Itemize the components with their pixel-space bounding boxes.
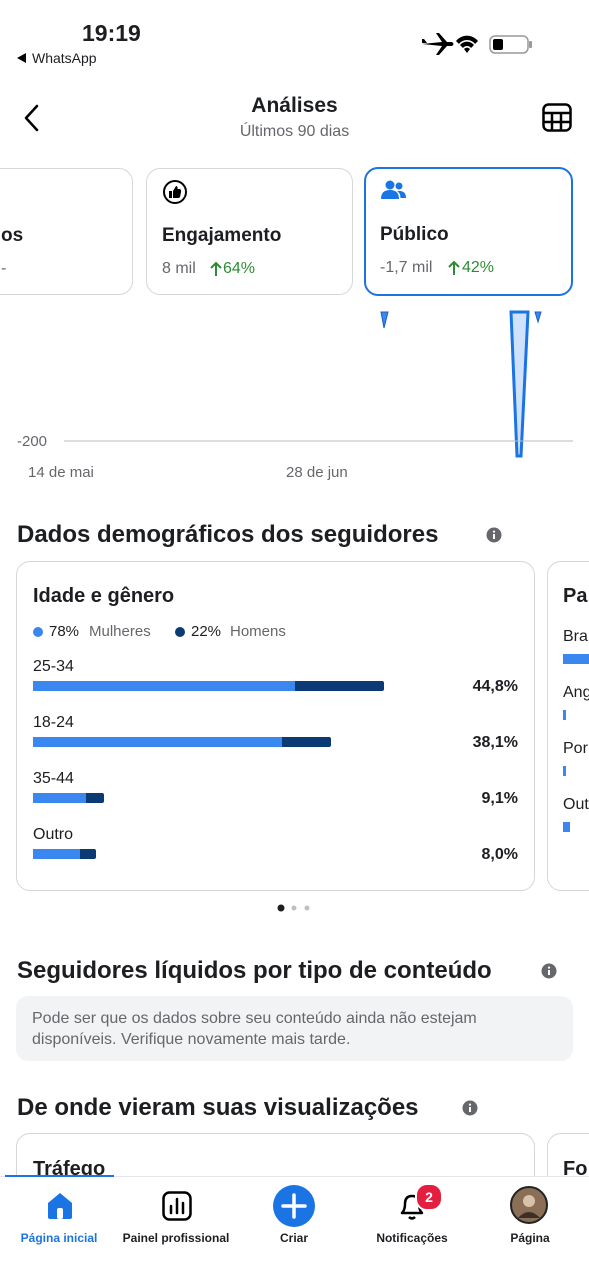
bar-women [33,681,296,691]
y-tick-label: -200 [17,433,48,450]
dashboard-icon[interactable] [162,1191,192,1221]
metric-label: os [1,225,24,246]
header-subtitle: Últimos 90 dias [239,123,350,140]
time: 19:19 [82,20,141,46]
back-button[interactable] [24,104,40,132]
trend-chart [64,310,573,458]
tab-label[interactable]: Painel profissional [122,1231,230,1245]
tab-label[interactable]: Notificações [376,1231,448,1245]
value-label: 9,1% [481,790,518,807]
metric-value: - [1,260,7,277]
home-icon[interactable] [45,1191,75,1221]
up-arrow-icon [210,261,222,276]
up-arrow-icon [448,260,460,275]
metric-label: Público [380,224,449,245]
metric-card-selected[interactable]: Público -1,7 mil 42% [364,167,573,296]
legend-percent: 78% [49,623,80,640]
header-title: Análises [251,94,338,117]
card-title: Fo [563,1158,588,1180]
tab-label[interactable]: Página inicial [20,1231,98,1245]
section-title: Dados demográficos dos seguidores [17,521,439,548]
age-label: 25-34 [33,658,74,675]
tab-indicator [5,1175,114,1177]
back-app[interactable]: WhatsApp [32,50,97,66]
bar-women [33,793,87,803]
age-gender-card: Idade e gênero 78% Mulheres 22% Homens 25-3… [16,561,535,891]
notice: Pode ser que os dados sobre seu conteúdo… [16,996,573,1061]
country-label: Ang [563,684,589,701]
legend-label: Mulheres [89,623,151,640]
country-bars [563,654,589,832]
x-label: 28 de jun [286,464,348,481]
legend-label: Homens [230,623,286,640]
age-label: Outro [33,826,74,843]
section-title: Seguidores líquidos por tipo de conteúdo [17,957,492,984]
metric-change: 42% [462,259,495,276]
x-label: 14 de mai [28,464,94,481]
metric-label: Engajamento [162,225,282,246]
bar-men [281,737,332,747]
country-label: Por [563,740,588,757]
age-label: 18-24 [33,714,74,731]
legend-percent: 22% [191,623,222,640]
metric-value: -1,7 mil [380,259,433,276]
country-label: Bra [563,628,588,645]
countries-card: Pa Bra Ang Por Out [547,561,589,891]
country-label: Out [563,796,589,813]
card-title: Idade e gênero [33,585,175,607]
age-label: 35-44 [33,770,74,787]
bar-women [33,737,282,747]
bar-men [295,681,384,691]
metric-value: 8 mil [162,260,196,277]
info-icon[interactable] [486,527,502,543]
metric-card[interactable]: Engajamento 8 mil 64% [146,168,353,295]
tab-label[interactable]: Criar [279,1231,308,1245]
tab-label[interactable]: Página [510,1231,550,1245]
like-icon [163,180,187,204]
metric-change: 64% [223,260,256,277]
metric-card[interactable]: os - [0,168,133,295]
value-label: 38,1% [472,734,518,751]
legend-dot [175,627,185,637]
status-icons [422,33,532,55]
value-label: 8,0% [481,846,518,863]
pagination-dots [277,904,310,912]
back-arrow-icon [17,53,26,63]
card-title: Tráfego [33,1158,106,1180]
section-title: De onde vieram suas visualizações [17,1094,419,1121]
bar-women [33,849,80,859]
bar-men [86,793,105,803]
create-icon[interactable] [273,1185,315,1227]
bar-men [79,849,96,859]
info-icon[interactable] [462,1100,478,1116]
notification-badge: 2 [415,1183,443,1211]
info-icon[interactable] [541,963,557,979]
profile-avatar[interactable] [510,1186,548,1224]
table-button[interactable] [542,103,572,132]
card-title: Pa [563,585,588,607]
people-icon [381,180,406,199]
legend-dot [33,627,43,637]
value-label: 44,8% [472,678,518,695]
